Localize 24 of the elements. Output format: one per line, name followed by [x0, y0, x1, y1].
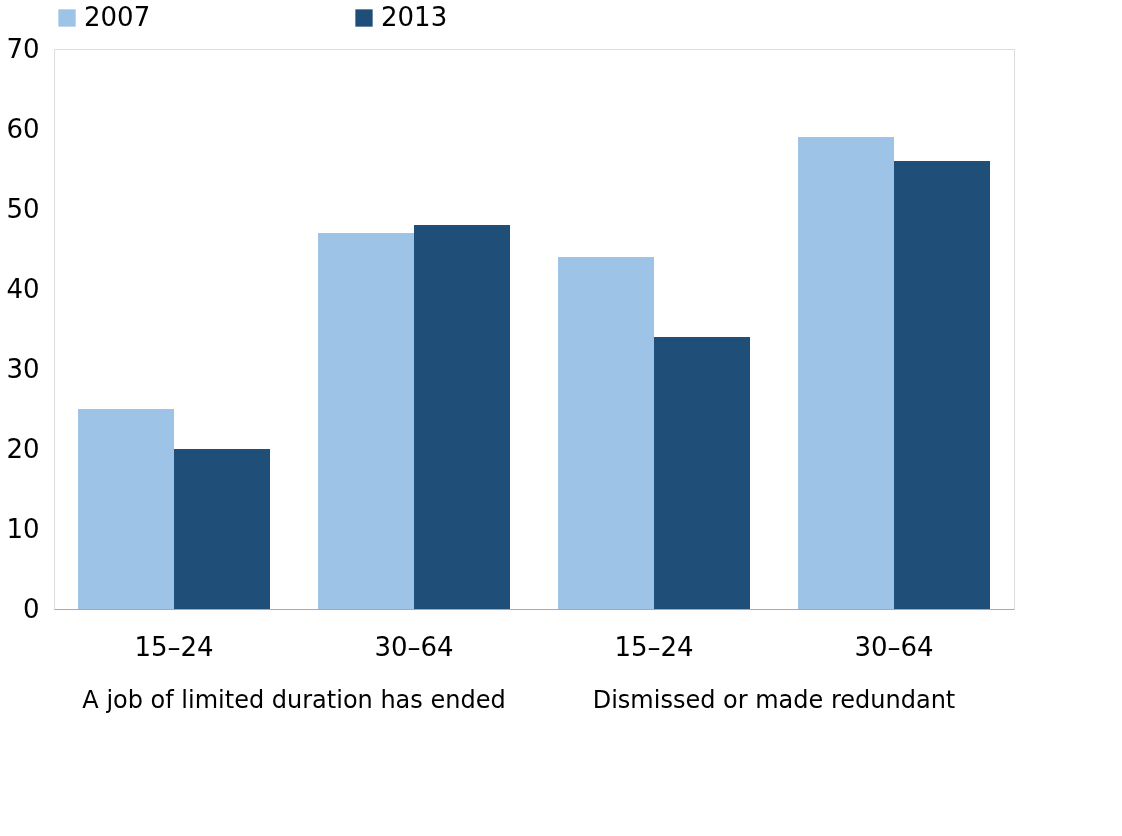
x-tick-label: 30–64: [854, 631, 934, 662]
bar: [654, 337, 750, 609]
bar: [798, 137, 894, 609]
bar: [558, 257, 654, 609]
legend-label: 2007: [84, 2, 151, 32]
y-tick-label: 20: [6, 433, 40, 464]
y-tick-label: 60: [6, 113, 40, 144]
bar: [894, 161, 990, 609]
text: Dismissed or made redundant: [592, 686, 956, 714]
y-tick-label: 70: [6, 33, 40, 64]
text: A job of limited duration has ended: [82, 686, 506, 714]
legend-label: 2013: [381, 2, 448, 32]
x-tick-label: 15–24: [614, 631, 694, 662]
bar: [174, 449, 270, 609]
bar: [78, 409, 174, 609]
x-tick-label: 15–24: [134, 631, 214, 662]
y-tick-label: 40: [6, 273, 40, 304]
y-tick-label: 10: [6, 513, 40, 544]
y-tick-label: 30: [6, 353, 40, 384]
bar: [318, 233, 414, 609]
bar: [414, 225, 510, 609]
y-tick-label: 50: [6, 193, 40, 224]
y-tick-label: 0: [22, 593, 40, 624]
x-tick-label: 30–64: [374, 631, 454, 662]
